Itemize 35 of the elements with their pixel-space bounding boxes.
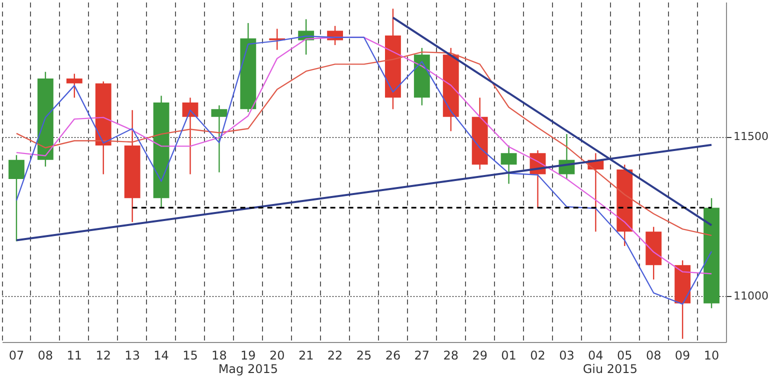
x-tick-label: 07 [8,348,24,362]
x-tick-label: 22 [327,348,343,362]
x-tick-label: 08 [38,348,54,362]
x-tick-label: 02 [530,348,546,362]
x-tick-label: 01 [501,348,516,362]
y-tick-label: 11000 [734,290,768,303]
candlestick [211,104,228,173]
x-tick-label: 12 [96,348,111,362]
x-tick-label: 13 [124,348,140,362]
candlestick [8,154,24,242]
x-tick-label: 18 [212,348,227,362]
line-series [16,51,712,236]
text: Mag 2015 [218,362,278,376]
x-tick-label: 27 [414,348,430,362]
x-tick-label: 03 [559,348,574,362]
x-tick-label: 10 [704,348,720,362]
x-tick-label: 28 [443,348,459,362]
x-tick-label: 15 [182,348,198,362]
x-tick-label: 25 [356,348,372,362]
x-tick-label: 26 [385,348,401,362]
x-tick-label: 29 [472,348,488,362]
candlestick [500,144,517,184]
x-tick-label: 21 [298,348,314,362]
candlestick [66,73,82,98]
y-tick-label: 11500 [734,130,768,144]
x-tick-label: 09 [674,348,690,362]
x-tick-label: 11 [66,348,82,362]
candlestick [182,97,198,175]
text: Giu 2015 [582,362,638,376]
x-tick-label: 08 [646,348,662,362]
x-tick-label: 19 [240,348,256,362]
x-tick-label: 20 [269,348,285,362]
x-tick-label: 14 [154,348,169,362]
x-tick-label: 04 [588,348,604,362]
x-tick-label: 05 [617,348,632,362]
